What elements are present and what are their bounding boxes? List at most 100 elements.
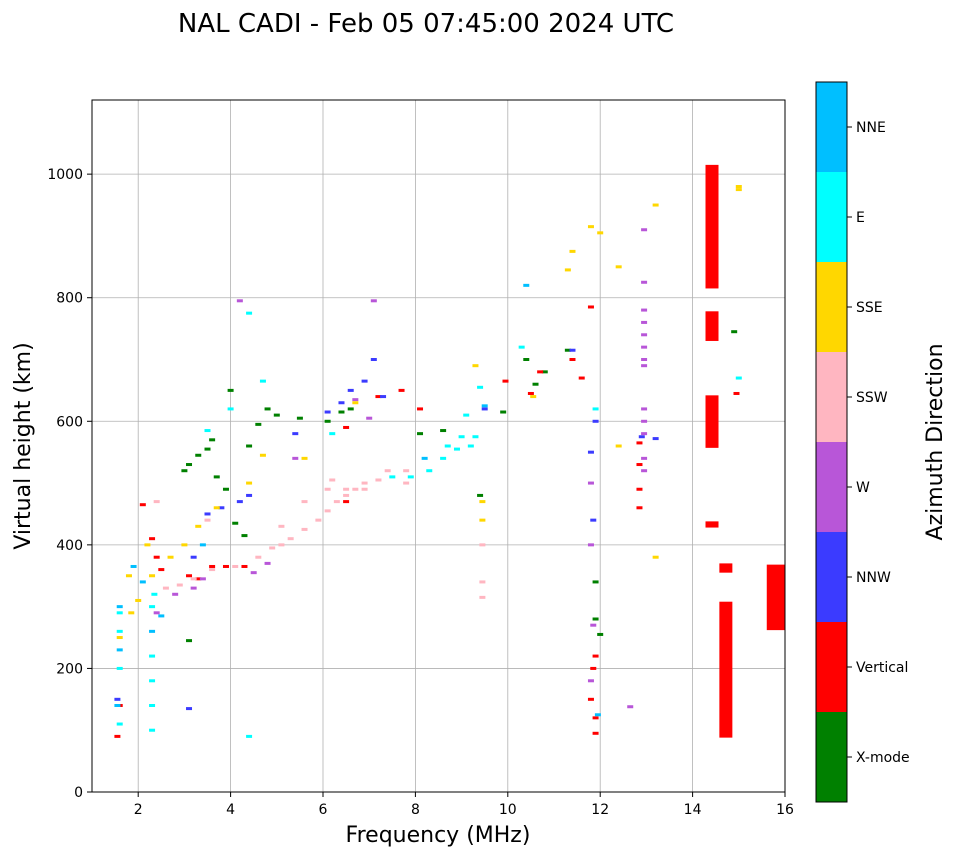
colorbar-frame	[815, 81, 848, 803]
colorbar-label-x-mode: X-mode	[856, 750, 910, 766]
data-point-w	[172, 592, 179, 596]
data-point-ssw	[479, 543, 486, 547]
data-point-nne	[523, 283, 530, 287]
data-point-ssw	[190, 577, 197, 581]
data-point-w	[153, 611, 160, 615]
data-point-vertical	[636, 506, 643, 510]
chart-title: NAL CADI - Feb 05 07:45:00 2024 UTC	[178, 9, 674, 39]
data-point-e	[149, 704, 156, 707]
data-point-w	[641, 364, 648, 368]
data-point-x-mode	[592, 580, 599, 584]
y-tick-label: 1000	[47, 167, 83, 183]
colorbar-label-ssw: SSW	[856, 390, 888, 406]
data-point-nne	[139, 580, 146, 584]
data-point-vertical	[733, 391, 740, 395]
data-band-vertical	[719, 563, 733, 573]
data-point-nnw	[186, 707, 193, 711]
data-point-ssw	[287, 537, 294, 541]
data-point-ssw	[403, 481, 410, 485]
data-point-e	[477, 385, 484, 389]
colorbar-label-sse: SSE	[856, 300, 883, 316]
data-point-ssw	[361, 481, 368, 485]
data-point-ssw	[209, 568, 216, 572]
data-point-nne	[158, 614, 165, 618]
data-point-nnw	[347, 388, 354, 392]
y-tick-label: 600	[56, 414, 83, 430]
data-point-sse	[181, 543, 188, 547]
data-point-x-mode	[541, 370, 548, 374]
data-point-sse	[479, 500, 486, 504]
colorbar-swatch-x-mode	[816, 712, 847, 802]
data-point-x-mode	[523, 358, 530, 361]
data-point-nnw	[218, 506, 225, 510]
data-point-e	[463, 413, 470, 417]
data-point-w	[641, 407, 648, 411]
data-point-nne	[199, 543, 206, 547]
colorbar-label-w: W	[856, 480, 870, 496]
data-point-ssw	[343, 493, 350, 497]
data-point-vertical	[537, 370, 544, 374]
data-point-nnw	[380, 395, 387, 399]
data-point-e	[151, 592, 158, 596]
data-point-vertical	[587, 305, 594, 309]
y-tick-label: 400	[56, 538, 83, 554]
data-point-vertical	[636, 463, 643, 467]
data-point-x-mode	[564, 348, 571, 352]
colorbar-label: Azimuth Direction	[923, 343, 948, 540]
data-point-w	[641, 228, 648, 232]
data-point-ssw	[153, 500, 160, 504]
data-point-sse	[735, 188, 742, 192]
data-point-nnw	[190, 555, 197, 559]
data-point-sse	[479, 518, 486, 522]
data-point-e	[259, 379, 266, 383]
data-point-vertical	[186, 574, 193, 578]
data-band-vertical	[705, 311, 719, 341]
data-point-x-mode	[264, 407, 271, 411]
data-point-ssw	[375, 478, 382, 482]
data-point-ssw	[176, 583, 183, 587]
data-point-ssw	[361, 487, 368, 491]
data-point-nnw	[592, 419, 599, 423]
data-point-e	[472, 435, 479, 439]
data-point-ssw	[162, 586, 169, 590]
data-point-ssw	[269, 546, 276, 550]
data-point-e	[440, 456, 447, 460]
data-point-sse	[301, 456, 308, 460]
data-point-sse	[652, 203, 659, 207]
data-point-vertical	[590, 666, 597, 670]
x-tick-label: 16	[776, 802, 794, 818]
data-point-e	[467, 444, 474, 448]
data-point-ssw	[333, 500, 340, 504]
x-axis-label: Frequency (MHz)	[346, 823, 531, 848]
data-point-vertical	[592, 716, 599, 720]
y-axis-label: Virtual height (km)	[11, 342, 36, 549]
colorbar-swatch-nnw	[816, 532, 847, 622]
data-point-x-mode	[195, 453, 202, 457]
data-point-x-mode	[204, 447, 211, 451]
data-point-vertical	[636, 487, 643, 491]
data-point-sse	[472, 364, 479, 368]
data-point-x-mode	[592, 617, 599, 621]
data-point-w	[641, 432, 648, 436]
data-point-x-mode	[597, 632, 604, 636]
data-point-x-mode	[246, 444, 253, 448]
data-point-nnw	[587, 450, 594, 454]
data-point-vertical	[149, 537, 156, 541]
data-point-e	[329, 432, 336, 436]
data-point-sse	[652, 555, 659, 559]
data-point-e	[227, 407, 234, 411]
data-point-nnw	[338, 401, 345, 405]
data-point-e	[735, 376, 742, 380]
y-tick-label: 200	[56, 661, 83, 677]
colorbar-swatch-w	[816, 442, 847, 532]
colorbar-swatch-nne	[816, 82, 847, 172]
data-point-vertical	[569, 358, 576, 361]
y-tick-label: 0	[74, 785, 83, 801]
data-point-vertical	[222, 564, 229, 568]
data-point-vertical	[153, 555, 160, 559]
data-point-w	[370, 299, 377, 303]
data-point-vertical	[578, 376, 585, 380]
data-point-e	[204, 429, 211, 433]
data-point-w	[236, 299, 243, 303]
data-point-x-mode	[532, 382, 539, 386]
